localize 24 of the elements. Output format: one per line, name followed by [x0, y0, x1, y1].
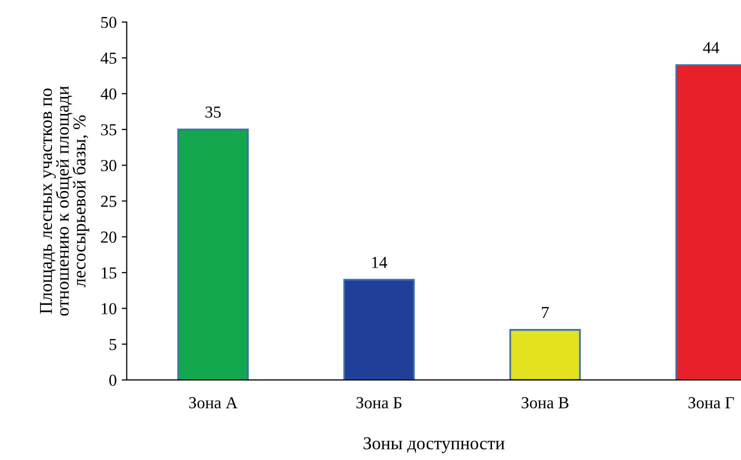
y-tick-label: 40: [100, 88, 116, 100]
x-tick-label: Зона А: [189, 397, 238, 408]
x-tick-label: Зона Г: [688, 397, 734, 408]
bar: [177, 128, 249, 380]
y-tick-label: 5: [110, 339, 116, 350]
y-tick-label: 35: [101, 124, 116, 136]
y-tick-label: 0: [109, 374, 116, 386]
y-tick-label: 45: [100, 52, 116, 64]
x-axis-title: Зоны доступности: [364, 437, 504, 454]
y-tick-label: 20: [101, 232, 116, 243]
y-tick-label: 30: [101, 160, 116, 172]
bar: [509, 329, 581, 380]
y-tick-label: 10: [102, 303, 116, 314]
data-label: 14: [372, 256, 388, 268]
y-tick-label: 25: [101, 196, 116, 207]
y-tick-label: 50: [101, 16, 116, 28]
data-label: 35: [206, 106, 221, 118]
x-tick-label: Зона Б: [356, 397, 402, 408]
bar: [343, 278, 415, 380]
y-tick-label: 15: [102, 267, 116, 279]
y-axis-title: Площадь лесных участков по отношению к общей площади лесосырьевой базы, %: [40, 86, 90, 316]
data-label: 7: [542, 307, 549, 318]
x-tick-label: Зона В: [522, 397, 568, 408]
data-label: 44: [703, 42, 720, 54]
